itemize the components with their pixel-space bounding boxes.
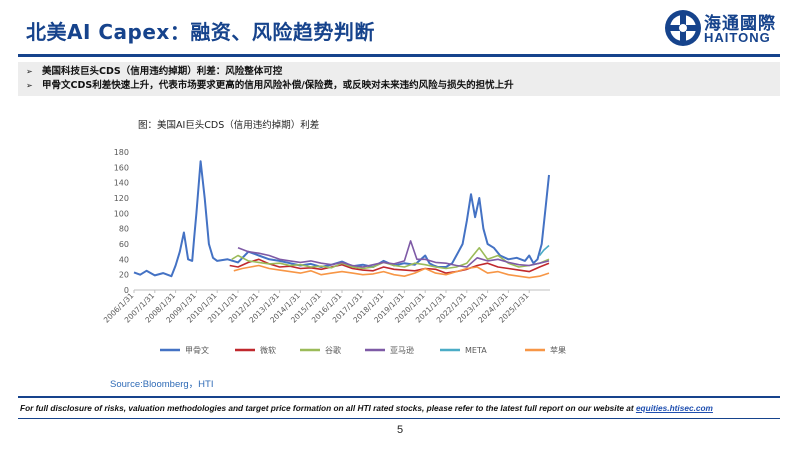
- y-tick-label: 120: [114, 194, 129, 203]
- series-line: [233, 264, 550, 279]
- key-points-box: ➢ 美国科技巨头CDS（信用违约掉期）利差：风险整体可控 ➢ 甲骨文CDS利差快…: [18, 62, 780, 96]
- legend-label: 微软: [260, 345, 276, 355]
- series-line: [237, 240, 550, 268]
- legend-label: 甲骨文: [185, 345, 209, 355]
- logo-text-cn: 海通國際: [704, 14, 776, 34]
- legend-label: 亚马逊: [390, 345, 414, 355]
- y-tick-label: 100: [114, 209, 129, 218]
- haitong-logo: 海通國際 HAITONG: [664, 8, 784, 48]
- legend-label: META: [465, 346, 487, 355]
- bullet-item: ➢ 美国科技巨头CDS（信用违约掉期）利差：风险整体可控: [26, 65, 780, 79]
- series-line: [229, 258, 550, 274]
- y-tick-label: 60: [119, 240, 129, 249]
- logo-text-en: HAITONG: [704, 30, 771, 45]
- cds-spread-line-chart: 0204060801001201401601802006/1/312007/1/…: [102, 148, 566, 355]
- chart-caption: 图：美国AI巨头CDS（信用违约掉期）利差: [138, 120, 320, 131]
- slide-title: 北美AI Capex：融资、风险趋势判断: [26, 20, 375, 44]
- bullet-text: 美国科技巨头CDS（信用违约掉期）利差：风险整体可控: [42, 66, 283, 77]
- footer-divider-thin: [18, 418, 780, 419]
- y-tick-label: 0: [124, 286, 129, 295]
- arrow-bullet-icon: ➢: [26, 67, 33, 76]
- bullet-text: 甲骨文CDS利差快速上升，代表市场要求更高的信用风险补偿/保险费，或反映对未来违…: [42, 80, 514, 91]
- disclaimer-text: For full disclosure of risks, valuation …: [20, 403, 636, 413]
- series-line: [231, 247, 550, 270]
- y-tick-label: 160: [114, 163, 129, 172]
- page-number: 5: [396, 424, 404, 436]
- y-tick-label: 180: [114, 148, 129, 157]
- haitong-logo-icon: [665, 10, 701, 46]
- y-tick-label: 80: [119, 225, 129, 234]
- y-tick-label: 40: [119, 255, 129, 264]
- y-tick-label: 20: [119, 271, 129, 280]
- bullet-item: ➢ 甲骨文CDS利差快速上升，代表市场要求更高的信用风险补偿/保险费，或反映对未…: [26, 79, 780, 93]
- title-divider: [18, 54, 780, 57]
- source-note: Source:Bloomberg，HTI: [110, 379, 214, 390]
- disclaimer: For full disclosure of risks, valuation …: [20, 403, 713, 413]
- legend-label: 谷歌: [325, 345, 341, 355]
- arrow-bullet-icon: ➢: [26, 81, 33, 90]
- website-link[interactable]: equities.htisec.com: [635, 403, 713, 413]
- legend-label: 苹果: [550, 345, 566, 355]
- series-line: [538, 244, 550, 256]
- footer-divider: [18, 396, 780, 398]
- y-tick-label: 140: [114, 179, 129, 188]
